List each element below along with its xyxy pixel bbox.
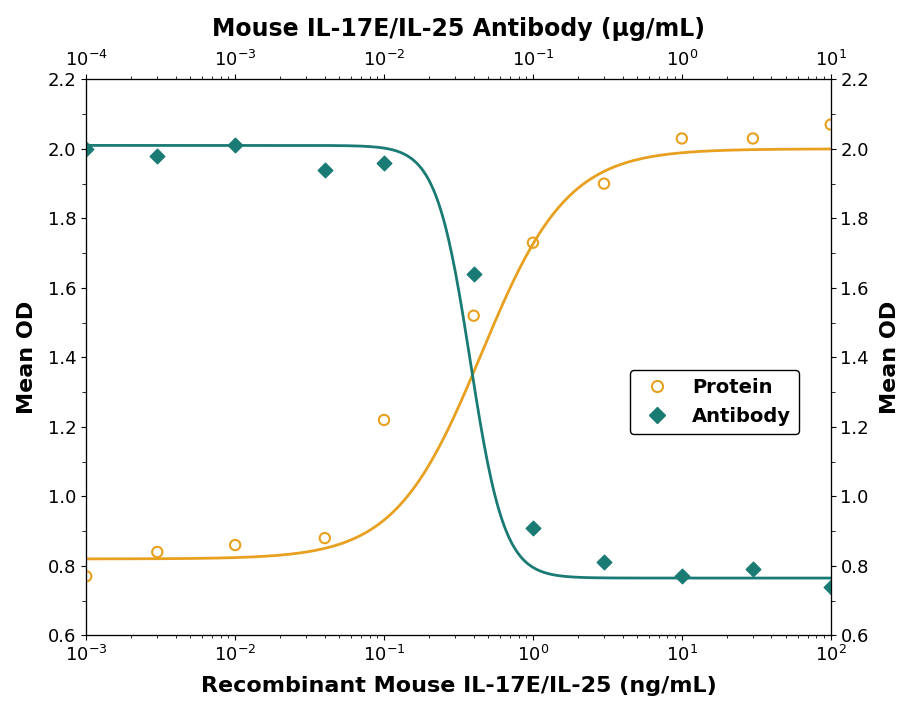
X-axis label: Recombinant Mouse IL-17E/IL-25 (ng/mL): Recombinant Mouse IL-17E/IL-25 (ng/mL): [201, 677, 716, 697]
Point: [823, 119, 838, 130]
Point: [150, 150, 165, 162]
Point: [525, 237, 540, 248]
Point: [317, 533, 332, 544]
Point: [227, 140, 242, 151]
Point: [823, 581, 838, 593]
Point: [746, 564, 760, 575]
Point: [317, 164, 332, 175]
Point: [675, 570, 690, 582]
Point: [377, 414, 392, 426]
Y-axis label: Mean OD: Mean OD: [880, 301, 900, 414]
Point: [525, 522, 540, 533]
Point: [597, 178, 612, 190]
Point: [597, 557, 612, 568]
Y-axis label: Mean OD: Mean OD: [17, 301, 37, 414]
Legend: Protein, Antibody: Protein, Antibody: [630, 370, 799, 434]
X-axis label: Mouse IL-17E/IL-25 Antibody (μg/mL): Mouse IL-17E/IL-25 Antibody (μg/mL): [212, 16, 705, 41]
Point: [150, 546, 165, 558]
Point: [675, 133, 690, 144]
Point: [467, 268, 481, 279]
Point: [227, 539, 242, 550]
Point: [467, 310, 481, 322]
Point: [746, 133, 760, 144]
Point: [79, 570, 94, 582]
Point: [79, 143, 94, 155]
Point: [377, 157, 392, 168]
